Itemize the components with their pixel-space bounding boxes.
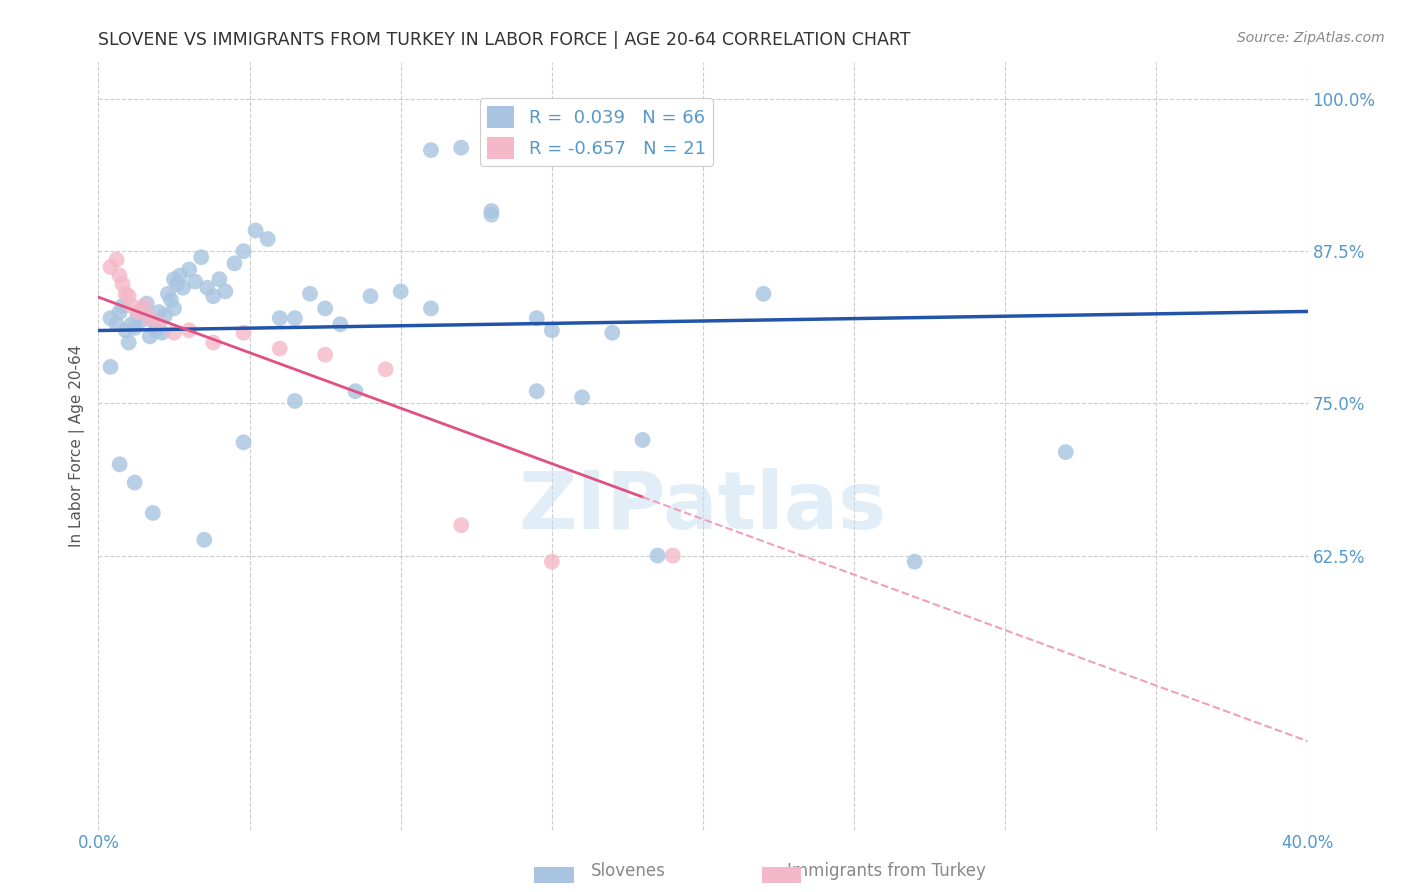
Point	[118, 289, 141, 303]
Point	[360, 289, 382, 303]
Point	[163, 326, 186, 340]
Point	[139, 329, 162, 343]
Point	[132, 299, 155, 313]
Point	[224, 256, 246, 270]
Point	[108, 457, 131, 471]
Point	[105, 252, 128, 267]
Point	[108, 305, 131, 319]
Point	[100, 260, 122, 274]
Y-axis label: In Labor Force | Age 20-64: In Labor Force | Age 20-64	[69, 345, 84, 547]
Point	[245, 223, 267, 237]
Point	[111, 277, 134, 291]
Point	[114, 286, 136, 301]
Point	[142, 313, 165, 327]
Point	[129, 313, 152, 327]
Text: Immigrants from Turkey: Immigrants from Turkey	[787, 862, 986, 880]
Text: SLOVENE VS IMMIGRANTS FROM TURKEY IN LABOR FORCE | AGE 20-64 CORRELATION CHART: SLOVENE VS IMMIGRANTS FROM TURKEY IN LAB…	[98, 31, 911, 49]
Point	[202, 289, 225, 303]
Point	[526, 311, 548, 326]
Point	[329, 317, 352, 331]
Point	[481, 208, 503, 222]
Point	[160, 293, 183, 307]
Point	[148, 305, 170, 319]
Point	[420, 301, 443, 316]
Point	[481, 204, 503, 219]
Point	[148, 317, 170, 331]
Point	[150, 326, 173, 340]
Point	[100, 311, 122, 326]
Point	[602, 326, 624, 340]
Point	[374, 362, 396, 376]
Point	[314, 301, 336, 316]
Point	[166, 277, 188, 291]
Point	[269, 311, 291, 326]
Point	[232, 244, 254, 259]
Point	[1054, 445, 1077, 459]
Point	[269, 342, 291, 356]
Point	[450, 518, 472, 533]
Point	[163, 301, 186, 316]
Point	[153, 309, 176, 323]
Point	[142, 506, 165, 520]
Point	[299, 286, 322, 301]
Point	[284, 393, 307, 408]
Point	[284, 311, 307, 326]
Point	[172, 281, 194, 295]
Point	[450, 141, 472, 155]
Point	[661, 549, 683, 563]
Point	[118, 335, 141, 350]
Point	[314, 348, 336, 362]
Point	[389, 285, 412, 299]
Point	[139, 311, 162, 326]
Point	[214, 285, 236, 299]
Point	[121, 317, 143, 331]
Point	[145, 323, 167, 337]
Text: Source: ZipAtlas.com: Source: ZipAtlas.com	[1237, 31, 1385, 45]
Point	[184, 275, 207, 289]
Point	[124, 475, 146, 490]
Point	[124, 321, 146, 335]
Point	[163, 272, 186, 286]
Point	[111, 299, 134, 313]
Point	[190, 250, 212, 264]
Point	[179, 323, 201, 337]
Point	[208, 272, 231, 286]
Point	[114, 323, 136, 337]
Point	[121, 299, 143, 313]
Text: Slovenes: Slovenes	[591, 862, 665, 880]
Point	[127, 305, 149, 319]
Point	[156, 286, 179, 301]
Point	[105, 317, 128, 331]
Point	[904, 555, 927, 569]
Point	[540, 323, 562, 337]
Point	[571, 390, 593, 404]
Point	[647, 549, 669, 563]
Legend: R =  0.039   N = 66, R = -0.657   N = 21: R = 0.039 N = 66, R = -0.657 N = 21	[479, 98, 713, 166]
Point	[132, 301, 155, 316]
Point	[193, 533, 215, 547]
Point	[202, 335, 225, 350]
Point	[256, 232, 278, 246]
Point	[752, 286, 775, 301]
Point	[169, 268, 191, 283]
Point	[526, 384, 548, 399]
Text: ZIPatlas: ZIPatlas	[519, 468, 887, 547]
Point	[179, 262, 201, 277]
Point	[100, 359, 122, 374]
Point	[344, 384, 367, 399]
Point	[420, 143, 443, 157]
Point	[108, 268, 131, 283]
Point	[631, 433, 654, 447]
Point	[232, 326, 254, 340]
Point	[135, 296, 157, 310]
Point	[232, 435, 254, 450]
Point	[540, 555, 562, 569]
Point	[195, 281, 218, 295]
Point	[127, 309, 149, 323]
